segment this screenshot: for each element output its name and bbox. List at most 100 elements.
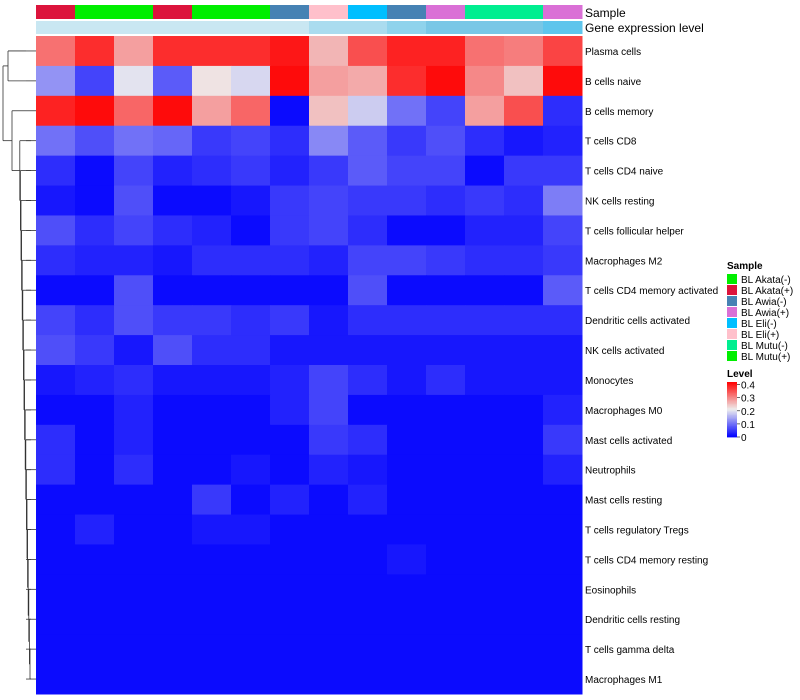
legend-gradient-step: [727, 383, 737, 386]
legend-label: BL Mutu(-): [741, 341, 788, 352]
row-label: T cells regulatory Tregs: [585, 526, 689, 537]
expression-annotation-cell: [426, 21, 466, 34]
legend-gradient-step: [727, 428, 737, 431]
heatmap-cell: [153, 424, 193, 456]
heatmap-cell: [387, 95, 427, 127]
heatmap-cell: [270, 275, 310, 306]
heatmap-cell: [75, 95, 115, 127]
heatmap-cell: [231, 424, 271, 456]
annotation-label-sample: Sample: [585, 6, 626, 20]
heatmap-cell: [543, 36, 583, 67]
heatmap-cell: [348, 185, 388, 216]
heatmap-cell: [270, 634, 310, 665]
heatmap-cell: [192, 155, 232, 187]
heatmap-cells: [36, 36, 583, 695]
heatmap-cell: [270, 245, 310, 276]
heatmap-cell: [270, 155, 310, 187]
heatmap-cell: [426, 394, 466, 426]
heatmap-cell: [504, 604, 544, 635]
heatmap-cell: [426, 604, 466, 635]
heatmap-cell: [348, 155, 388, 187]
heatmap-cell: [153, 65, 193, 97]
heatmap-cell: [153, 95, 193, 127]
heatmap-cell: [387, 514, 427, 545]
heatmap-cell: [36, 424, 76, 456]
heatmap-cell: [348, 664, 388, 695]
expression-annotation-cell: [192, 21, 232, 34]
heatmap-cell: [348, 245, 388, 276]
heatmap-cell: [504, 664, 544, 695]
heatmap-cell: [75, 245, 115, 276]
legend-label: BL Awia(-): [741, 297, 787, 308]
legend-level: Level 0.4 0.3 0.2 0.1 0: [727, 369, 755, 444]
heatmap-cell: [309, 305, 349, 336]
heatmap-cell: [153, 245, 193, 276]
row-label: Dendritic cells activated: [585, 316, 690, 327]
heatmap-cell: [309, 36, 349, 67]
legend-gradient-step: [727, 390, 737, 393]
heatmap-cell: [153, 454, 193, 486]
heatmap-cell: [36, 574, 76, 605]
heatmap-cell: [192, 365, 232, 396]
row-label: T cells follicular helper: [585, 226, 684, 237]
sample-annotation-cell: [36, 5, 76, 19]
heatmap-cell: [543, 95, 583, 127]
legend-gradient-step: [727, 408, 737, 410]
heatmap-cell: [426, 365, 466, 396]
heatmap-cell: [114, 424, 154, 456]
heatmap-cell: [231, 36, 271, 67]
heatmap-cell: [192, 604, 232, 635]
heatmap-cell: [153, 664, 193, 695]
heatmap-cell: [75, 125, 115, 157]
sample-annotation-cell: [426, 5, 466, 19]
heatmap-cell: [75, 335, 115, 366]
row-label: Macrophages M1: [585, 675, 663, 686]
heatmap-cell: [309, 394, 349, 426]
heatmap-cell: [387, 484, 427, 516]
legend-gradient-step: [727, 423, 737, 426]
row-label: T cells CD8: [585, 137, 637, 148]
legend-label: BL Awia(+): [741, 308, 789, 319]
heatmap-cell: [465, 335, 505, 366]
heatmap-cell: [153, 544, 193, 575]
heatmap-cell: [153, 185, 193, 216]
heatmap-cell: [309, 95, 349, 127]
legend-gradient-step: [727, 399, 737, 402]
heatmap-cell: [387, 125, 427, 157]
heatmap-cell: [426, 65, 466, 97]
heatmap-cell: [465, 305, 505, 336]
row-labels: Plasma cells B cells naive B cells memory T…: [585, 47, 718, 686]
heatmap-cell: [465, 275, 505, 306]
heatmap-cell: [348, 424, 388, 456]
sample-annotation-bar: [36, 5, 583, 19]
heatmap-cell: [309, 335, 349, 366]
heatmap-cell: [270, 215, 310, 246]
heatmap-cell: [231, 335, 271, 366]
heatmap-cell: [465, 484, 505, 516]
row-label: Mast cells activated: [585, 436, 672, 447]
heatmap-cell: [192, 185, 232, 216]
heatmap-cell: [348, 604, 388, 635]
heatmap-cell: [465, 125, 505, 157]
heatmap-cell: [270, 574, 310, 605]
heatmap-cell: [543, 335, 583, 366]
legend-swatch: [727, 340, 737, 350]
heatmap-cell: [348, 215, 388, 246]
row-label: Macrophages M2: [585, 256, 663, 267]
legend-swatch: [727, 307, 737, 317]
row-label: B cells naive: [585, 77, 642, 88]
heatmap-cell: [270, 335, 310, 366]
legend-gradient-step: [727, 405, 737, 408]
heatmap-cell: [192, 484, 232, 516]
row-label: T cells gamma delta: [585, 645, 675, 656]
heatmap-cell: [426, 275, 466, 306]
heatmap-cell: [75, 155, 115, 187]
row-label: T cells CD4 memory activated: [585, 286, 718, 297]
legend-gradient-step: [727, 387, 737, 390]
heatmap-cell: [426, 335, 466, 366]
heatmap-cell: [153, 514, 193, 545]
heatmap-cell: [465, 574, 505, 605]
heatmap-cell: [348, 335, 388, 366]
row-label: Plasma cells: [585, 47, 641, 58]
